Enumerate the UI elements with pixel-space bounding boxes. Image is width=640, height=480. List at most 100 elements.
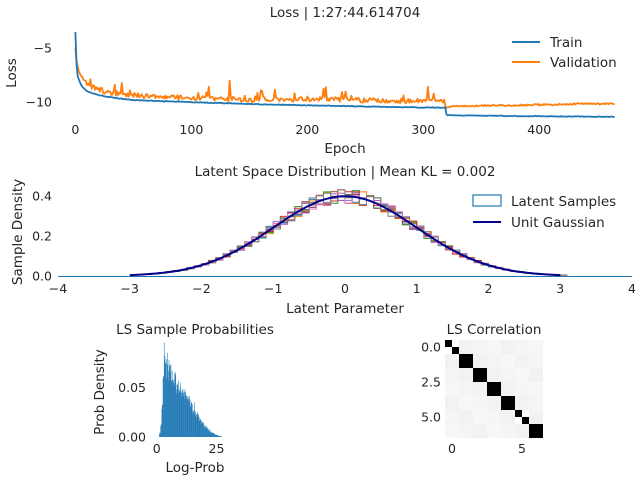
ls-corr-ytick-label: 2.5 [421, 375, 441, 390]
ls-corr-ticks: 0 5 0.0 2.5 5.0 [421, 340, 526, 457]
ls-corr-cell [501, 354, 515, 368]
ls-corr-cell [487, 410, 501, 424]
ls-prob-bar [201, 422, 203, 437]
ls-prob-bar [174, 373, 175, 437]
ls-prob-bar [220, 436, 222, 437]
ls-prob-bar [174, 378, 176, 437]
loss-title: Loss | 1:27:44.614704 [270, 5, 421, 21]
latent-xtick-label: 2 [485, 281, 493, 296]
ls-prob-bar [165, 362, 166, 437]
ls-prob-bar [211, 431, 212, 437]
loss-ytick-label: −10 [26, 95, 52, 110]
ls-prob-bar [161, 424, 162, 437]
loss-lines [74, 31, 615, 118]
ls-prob-bar [177, 385, 179, 437]
ls-prob-bar [186, 395, 187, 437]
ls-prob-bar [179, 392, 181, 437]
ls-prob-bar [206, 425, 208, 437]
ls-prob-bar [189, 396, 190, 437]
ls-prob-bar [181, 391, 183, 437]
ls-prob-bar [173, 382, 175, 437]
ls-prob-bar [197, 414, 199, 437]
ls-prob-bar [172, 379, 173, 437]
latent-title: Latent Space Distribution | Mean KL = 0.… [195, 164, 496, 180]
ls-corr-cell [529, 368, 543, 382]
ls-prob-bar [206, 428, 207, 437]
ls-prob-bar [161, 404, 163, 437]
ls-prob-bar [184, 399, 185, 437]
ls-prob-bar [190, 407, 191, 437]
latent-ytick-label: 0.4 [32, 189, 52, 204]
ls-prob-bar [179, 389, 180, 437]
loss-chart: Loss | 1:27:44.614704 Loss Epoch 0 100 200… [4, 5, 617, 157]
ls-prob-bar [219, 435, 221, 437]
loss-xtick-label: 400 [527, 122, 551, 137]
ls-prob-bar [218, 436, 220, 437]
ls-prob-bar [183, 391, 185, 437]
ls-corr-cell [501, 424, 515, 438]
ls-prob-bar [195, 416, 196, 437]
unit-gaussian-curve [129, 195, 561, 277]
latent-xtick-label: 0 [341, 281, 349, 296]
ls-corr-cell [487, 396, 501, 410]
latent-ytick-label: 0.0 [32, 269, 52, 284]
ls-corr-subcell [522, 410, 529, 417]
legend-label-latent-samples: Latent Samples [511, 194, 616, 210]
ls-prob-bar [177, 383, 178, 437]
loss-legend: Train Validation [512, 35, 617, 71]
ls-sample-probabilities-chart: LS Sample Probabilities Prob Density Log… [92, 322, 274, 476]
ls-prob-bar [208, 430, 210, 437]
ls-prob-bar [210, 431, 211, 437]
ls-prob-bar [192, 403, 193, 437]
ls-prob-bar [202, 421, 203, 437]
latent-xtick-label: −3 [121, 281, 139, 296]
ls-corr-cell [515, 396, 529, 410]
ls-prob-bar [210, 432, 212, 437]
ls-prob-bar [195, 413, 197, 437]
ls-prob-bar [193, 411, 195, 437]
ls-prob-bar [198, 414, 199, 437]
loss-xtick-label: 0 [71, 122, 79, 137]
ls-corr-cell [487, 382, 501, 396]
ls-prob-bar [201, 420, 202, 437]
ls-corr-cell [459, 396, 473, 410]
legend-label-unit-gaussian: Unit Gaussian [511, 215, 605, 231]
ls-prob-bar [200, 418, 201, 437]
ls-prob-bar [188, 402, 189, 437]
ls-corr-cell [445, 354, 459, 368]
ls-prob-bar [200, 423, 202, 437]
ls-corr-xtick-label: 5 [518, 441, 526, 456]
ls-prob-bar [175, 393, 177, 437]
ls-corr-cell [487, 424, 501, 438]
ls-prob-bar [216, 435, 217, 437]
ls-prob-bar [161, 409, 163, 437]
ls-prob-title: LS Sample Probabilities [116, 322, 274, 338]
ls-prob-bar [217, 435, 219, 437]
latent-distribution-chart: Latent Space Distribution | Mean KL = 0.… [10, 164, 636, 317]
ls-prob-bar [163, 376, 165, 437]
latent-sample-histograms [136, 189, 568, 277]
ls-prob-bar [167, 364, 169, 437]
ls-prob-bar [205, 428, 206, 437]
ls-corr-cell [445, 382, 459, 396]
ls-prob-bar [170, 364, 171, 437]
ls-prob-bar [166, 364, 168, 437]
ls-corr-cell [487, 368, 501, 382]
ls-prob-bar [186, 399, 188, 437]
ls-prob-bar [192, 413, 194, 437]
ls-prob-bar [164, 359, 165, 437]
ls-prob-bar [216, 434, 218, 437]
ls-prob-bar [199, 420, 201, 437]
ls-prob-bar [171, 380, 172, 437]
ls-prob-bar [175, 374, 176, 437]
ls-prob-bar [200, 420, 202, 437]
ls-corr-cell [459, 354, 473, 368]
ls-corr-cell [529, 382, 543, 396]
ls-corr-cell [445, 424, 459, 438]
ls-prob-bar [171, 381, 173, 437]
ls-corr-cell [529, 410, 543, 424]
ls-prob-bar [191, 411, 193, 437]
ls-corr-xtick-label: 0 [448, 441, 456, 456]
latent-ylabel: Sample Density [10, 179, 26, 285]
ls-prob-bar [181, 396, 182, 437]
